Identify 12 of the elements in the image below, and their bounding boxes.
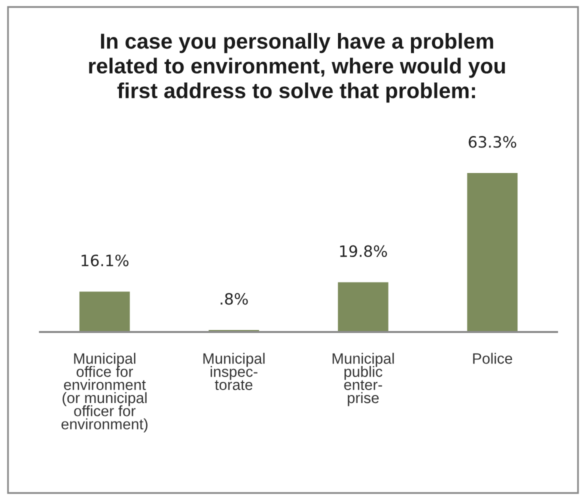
x-tick-label: Police <box>473 352 512 364</box>
bar <box>467 173 518 332</box>
x-tick-label: Municipal inspec- torate <box>203 352 265 390</box>
data-label: 63.3% <box>468 136 516 148</box>
x-tick-label: Municipal office for environment (or municipal officer for environment) <box>61 352 148 432</box>
chart-title: In case you personally have a problem related to environment, where would you first address to solve that problem: <box>89 33 505 103</box>
data-label: 16.1% <box>82 254 128 266</box>
x-tick-label: Municipal public enter- prise <box>332 352 394 406</box>
data-label: 19.8% <box>340 245 387 258</box>
bar <box>79 292 130 332</box>
bar <box>338 282 388 332</box>
data-label: .8% <box>220 292 248 305</box>
